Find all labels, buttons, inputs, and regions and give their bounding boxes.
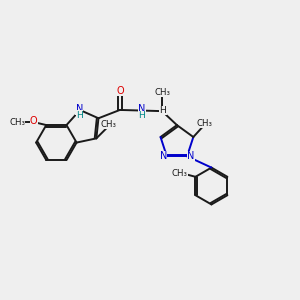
Text: O: O: [30, 116, 38, 127]
Text: H: H: [76, 111, 83, 120]
Text: CH₃: CH₃: [172, 169, 188, 178]
Text: N: N: [76, 104, 83, 114]
Text: CH₃: CH₃: [154, 88, 170, 97]
Text: CH₃: CH₃: [196, 119, 212, 128]
Text: N: N: [138, 104, 146, 114]
Text: CH₃: CH₃: [101, 120, 117, 129]
Text: O: O: [117, 85, 124, 96]
Text: CH₃: CH₃: [9, 118, 25, 127]
Text: N: N: [160, 151, 167, 161]
Text: H: H: [160, 106, 167, 115]
Text: N: N: [187, 151, 194, 161]
Text: H: H: [138, 111, 145, 120]
